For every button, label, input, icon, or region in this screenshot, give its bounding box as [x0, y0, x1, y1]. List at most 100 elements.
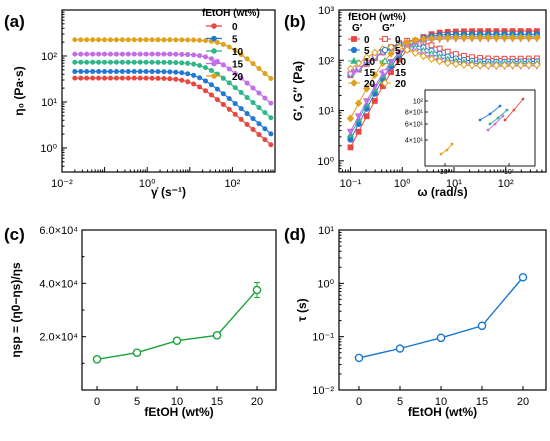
a-data-point	[78, 59, 84, 65]
a-data-point	[72, 68, 78, 74]
a-data-point	[102, 59, 108, 65]
a-data-point	[137, 69, 143, 75]
a-data-point	[84, 37, 90, 43]
b-storage-point	[355, 128, 362, 135]
b-loss-point	[363, 53, 371, 62]
c-x-tick-label: 5	[134, 396, 140, 408]
a-series-line-10	[74, 61, 272, 119]
a-data-point	[131, 69, 137, 75]
a-data-point	[113, 51, 119, 57]
a-data-point	[208, 67, 214, 73]
a-y-axis-label: η₀ (Pa·s)	[12, 66, 26, 115]
b-storage-point	[492, 33, 501, 42]
a-data-point	[262, 126, 268, 132]
a-data-point	[191, 61, 197, 67]
a-data-point	[197, 53, 203, 59]
b-loss-point	[436, 45, 443, 52]
a-data-point	[107, 75, 113, 81]
a-data-point	[155, 75, 161, 81]
b-legend-storage-marker	[350, 46, 358, 54]
a-data-point	[268, 131, 274, 137]
b-loss-point	[411, 49, 420, 57]
a-data-point	[179, 70, 185, 76]
a-data-point	[185, 37, 191, 43]
a-data-point	[113, 59, 119, 65]
b-inset-point	[503, 118, 507, 122]
a-data-point	[268, 100, 274, 106]
b-y-axis-label: G′, G″ (Pa)	[291, 61, 305, 121]
a-data-point	[191, 81, 197, 87]
a-data-point	[143, 37, 149, 43]
a-data-point	[78, 75, 84, 81]
b-x-tick-label: 10⁻¹	[340, 178, 362, 190]
a-series-line-5	[74, 70, 272, 135]
b-y-tick-label: 10¹	[318, 106, 334, 118]
b-storage-point	[363, 113, 370, 120]
a-data-point	[197, 63, 203, 69]
b-storage-point	[371, 98, 378, 104]
a-data-point	[208, 56, 214, 62]
b-inset-point	[501, 114, 505, 118]
d-y-tick-label: 10⁻¹	[312, 332, 334, 344]
a-legend-marker	[211, 73, 217, 79]
a-data-point	[119, 51, 125, 57]
b-y-tick-label: 10²	[318, 55, 334, 67]
a-x-tick-label: 10⁰	[139, 178, 156, 190]
a-data-point	[125, 59, 131, 65]
a-data-point	[203, 38, 209, 44]
b-legend-loss-marker	[381, 56, 389, 64]
a-data-point	[185, 52, 191, 58]
a-data-point	[179, 77, 185, 83]
a-data-point	[96, 68, 102, 74]
b-legend-label: 10	[364, 57, 376, 68]
b-inset-point	[512, 108, 516, 112]
a-data-point	[155, 69, 161, 75]
a-data-point	[226, 44, 232, 50]
a-data-point	[214, 86, 220, 92]
a-data-point	[250, 85, 256, 91]
a-data-point	[72, 59, 78, 65]
b-loss-point	[403, 45, 411, 54]
b-x-axis-label: ω (rad/s)	[417, 185, 467, 199]
a-data-point	[185, 79, 191, 85]
b-storage-point	[444, 34, 452, 42]
a-data-point	[125, 37, 131, 43]
a-data-point	[250, 127, 256, 133]
a-data-point	[203, 65, 209, 71]
b-legend-storage-marker	[350, 79, 358, 87]
b-loss-point	[387, 43, 395, 52]
b-y-tick-label: 10³	[318, 5, 334, 17]
b-inset-point	[445, 148, 449, 152]
c-data-point	[132, 348, 142, 357]
b-storage-point	[533, 33, 541, 42]
a-data-point	[125, 75, 131, 81]
a-data-point	[137, 37, 143, 43]
a-data-point	[214, 97, 220, 103]
b-inset-point	[439, 152, 443, 156]
a-data-point	[179, 60, 185, 66]
panel-d-chart: 0 5 10 15 20 10⁻² 10⁻¹ 10⁰ 10¹ fEtOH (wt%) τ (s)	[295, 225, 547, 419]
a-data-point	[167, 51, 173, 57]
d-plot-frame	[338, 229, 547, 391]
b-storage-point	[371, 71, 379, 79]
b-inset-point	[450, 142, 454, 146]
a-x-axis-label: γ̇ (s⁻¹)	[151, 185, 186, 199]
a-data-point	[262, 137, 268, 143]
a-data-point	[96, 59, 102, 65]
b-legend-loss-marker	[381, 79, 389, 87]
a-data-point	[143, 51, 149, 57]
b-storage-point	[346, 128, 355, 136]
b-storage-point	[354, 99, 363, 108]
d-x-tick-label: 20	[517, 396, 529, 408]
a-data-point	[220, 101, 226, 107]
a-data-point	[107, 51, 113, 57]
a-legend-label: 10	[232, 47, 244, 58]
a-data-point	[149, 37, 155, 43]
a-data-point	[125, 68, 131, 74]
a-data-point	[203, 88, 209, 94]
a-data-point	[131, 51, 137, 57]
b-inset-point	[496, 116, 500, 120]
a-data-point	[262, 95, 268, 101]
d-y-axis-label: τ (s)	[295, 298, 309, 321]
